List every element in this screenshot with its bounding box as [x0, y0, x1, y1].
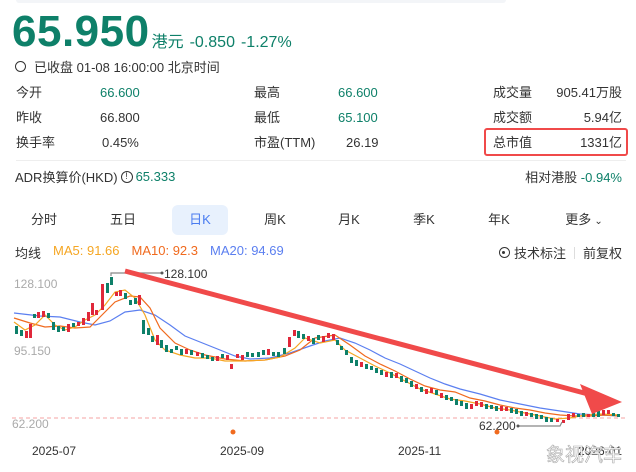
eye-icon — [498, 247, 510, 258]
ma5-line — [13, 289, 621, 420]
trend-arrow-line — [124, 268, 589, 397]
mktcap-highlight-box — [484, 128, 628, 156]
min-price-marker — [518, 421, 563, 427]
prev-close-value: 66.800 — [100, 110, 140, 125]
x-tick-2025-09: 2025-09 — [220, 444, 264, 458]
tab-intraday[interactable]: 分时 — [30, 212, 57, 227]
trend-arrow-head — [580, 384, 622, 414]
adr-row: ADR换算价(HKD) ! 65.333 — [15, 167, 175, 186]
ma20-value: MA20: 94.69 — [210, 243, 284, 258]
adr-value: 65.333 — [135, 169, 176, 184]
volume-value: 905.41万股 — [556, 85, 622, 100]
amount-value: 5.94亿 — [583, 110, 622, 125]
tab-quarterly-k[interactable]: 季K — [413, 212, 435, 227]
event-dot[interactable] — [230, 429, 236, 435]
y-tick-low: 62.200 — [12, 417, 49, 431]
tab-daily-k[interactable]: 日K — [172, 205, 228, 235]
ma20-line — [13, 309, 621, 417]
x-tick-2025-07: 2025-07 — [32, 444, 76, 458]
mktcap-label: 总市值 — [493, 135, 533, 150]
tab-5day[interactable]: 五日 — [109, 212, 136, 227]
turnover-rate-label: 换手率 — [16, 135, 56, 150]
chart-options: 技术标注 前复权 — [498, 243, 622, 262]
high-value: 66.600 — [338, 85, 378, 100]
current-price: 65.950 — [12, 7, 150, 56]
price-change: -0.850 — [189, 34, 235, 51]
mktcap-value: 1331亿 — [580, 135, 622, 150]
relative-value: -0.94% — [580, 170, 622, 185]
max-price-marker — [110, 272, 162, 276]
price-currency: 港元 — [151, 34, 184, 51]
x-tick-2026-01: 2026-01 — [578, 444, 622, 458]
x-tick-2025-11: 2025-11 — [398, 444, 441, 458]
price-header: 65.950 港元 -0.850 -1.27% — [12, 10, 292, 54]
prev-close-label: 昨收 — [16, 110, 43, 125]
open-value: 66.600 — [100, 85, 140, 100]
candles — [15, 277, 620, 423]
ma10-line — [13, 295, 621, 417]
tab-more-label: 更多 — [565, 212, 592, 227]
max-price-label: 128.100 — [164, 267, 208, 281]
min-price-label: 62.200 — [479, 419, 516, 433]
ma-legend: 均线 MA5: 91.66 MA10: 92.3 MA20: 94.69 — [15, 243, 284, 262]
turnover-rate-value: 0.45% — [102, 135, 139, 150]
price-change-pct: -1.27% — [240, 34, 292, 51]
low-value: 65.100 — [338, 110, 378, 125]
info-icon[interactable]: ! — [120, 170, 133, 183]
y-tick-mid: 95.150 — [14, 344, 51, 358]
tab-yearly-k[interactable]: 年K — [488, 212, 510, 227]
ma5-value: MA5: 91.66 — [53, 243, 120, 258]
tech-annotation-button[interactable]: 技术标注 — [513, 246, 566, 261]
amount-label: 成交额 — [493, 110, 533, 125]
open-label: 今开 — [16, 85, 43, 100]
market-status-text: 已收盘 01-08 16:00:00 北京时间 — [34, 60, 220, 75]
low-label: 最低 — [254, 110, 281, 125]
top-bar — [16, 0, 506, 3]
ma-label: 均线 — [15, 246, 42, 261]
watermark: 象视汽车 — [546, 444, 622, 466]
relative-hk: 相对港股 -0.94% — [525, 167, 622, 186]
adjust-button[interactable]: 前复权 — [582, 246, 622, 261]
tab-more[interactable]: 更多 ⌄ — [556, 205, 612, 235]
chart-period-tabs: 分时 五日 日K 周K 月K 季K 年K 更多 ⌄ — [0, 205, 636, 235]
tab-weekly-k[interactable]: 周K — [264, 212, 286, 227]
y-tick-high: 128.100 — [14, 277, 58, 291]
clock-icon — [15, 61, 26, 72]
event-dot[interactable] — [494, 429, 500, 435]
separator — [573, 246, 575, 259]
pe-label: 市盈(TTM) — [254, 135, 316, 150]
chevron-down-icon: ⌄ — [594, 216, 603, 227]
pe-value: 26.19 — [346, 135, 379, 150]
market-status: 已收盘 01-08 16:00:00 北京时间 — [15, 57, 220, 76]
divider — [16, 160, 626, 161]
relative-label: 相对港股 — [525, 170, 578, 185]
high-label: 最高 — [254, 85, 281, 100]
ma10-value: MA10: 92.3 — [131, 243, 199, 258]
adr-label: ADR换算价(HKD) — [15, 170, 118, 185]
volume-label: 成交量 — [493, 85, 533, 100]
kline-chart[interactable]: 128.100 95.150 62.200 — [0, 266, 636, 472]
tab-monthly-k[interactable]: 月K — [338, 212, 360, 227]
